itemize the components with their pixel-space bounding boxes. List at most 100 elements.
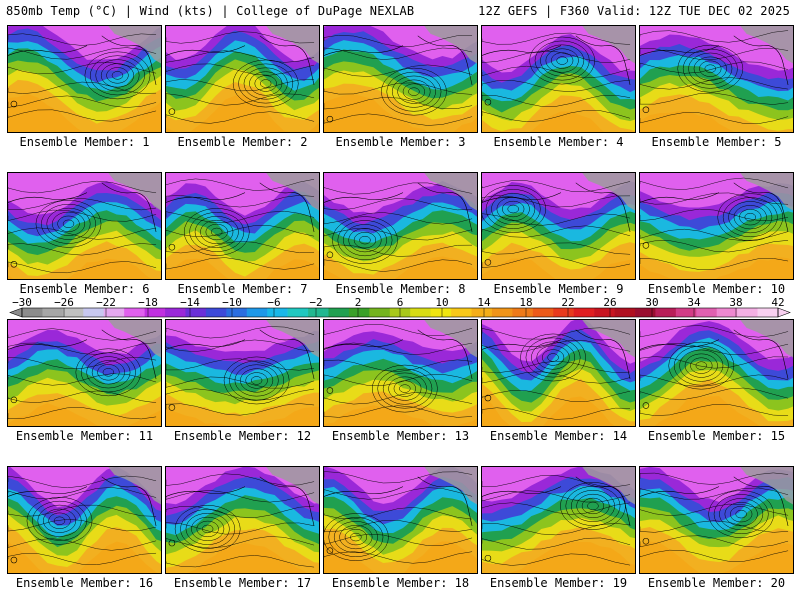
colorbar-swatch: [124, 308, 145, 317]
colorbar-tick-label: 30: [645, 296, 658, 309]
colorbar-tick-label: 42: [771, 296, 784, 309]
ensemble-member-label: Ensemble Member: 14: [489, 429, 628, 443]
ensemble-member-label: Ensemble Member: 3: [335, 135, 466, 149]
ensemble-member-18-map: [323, 466, 478, 574]
colorbar-tick-label: 26: [603, 296, 616, 309]
ensemble-member-label: Ensemble Member: 9: [493, 282, 624, 296]
colorbar-tick-label: −30: [12, 296, 32, 309]
ensemble-member-2-map: [165, 25, 320, 133]
ensemble-member-label: Ensemble Member: 20: [647, 576, 786, 590]
colorbar-swatch: [205, 308, 227, 317]
temperature-colorbar: −30 −26 −22 −18 −14 −10 −6 −2 2 6 10 14 18 22 26 30 34 38…: [9, 296, 791, 318]
colorbar-swatch: [348, 308, 370, 317]
colorbar-swatch: [471, 308, 493, 317]
ensemble-member-6-map: [7, 172, 162, 280]
ensemble-member-label: Ensemble Member: 4: [493, 135, 624, 149]
ensemble-member-12-map: [165, 319, 320, 427]
ensemble-member-19-map: [481, 466, 636, 574]
ensemble-member-17-map: [165, 466, 320, 574]
ensemble-member-label: Ensemble Member: 17: [173, 576, 312, 590]
colorbar-tick-label: 18: [519, 296, 532, 309]
colorbar-swatch: [757, 308, 779, 317]
colorbar-swatch: [103, 308, 125, 317]
ensemble-member-label: Ensemble Member: 11: [15, 429, 154, 443]
ensemble-member-label: Ensemble Member: 16: [15, 576, 154, 590]
colorbar-swatch: [491, 308, 513, 317]
colorbar-swatch: [451, 308, 472, 317]
ensemble-member-9-map: [481, 172, 636, 280]
colorbar-swatch: [165, 308, 186, 317]
colorbar-tick-label: 34: [687, 296, 701, 309]
colorbar-swatch: [22, 308, 43, 317]
colorbar-swatch: [614, 308, 636, 317]
colorbar-swatch: [410, 308, 431, 317]
colorbar-swatch: [287, 308, 309, 317]
ensemble-member-15-map: [639, 319, 794, 427]
colorbar-swatch: [655, 308, 677, 317]
colorbar-tick-label: −22: [96, 296, 116, 309]
colorbar-min-arrow: [9, 307, 23, 318]
ensemble-member-label: Ensemble Member: 1: [19, 135, 150, 149]
ensemble-member-13-map: [323, 319, 478, 427]
ensemble-member-5-map: [639, 25, 794, 133]
ensemble-member-label: Ensemble Member: 5: [651, 135, 782, 149]
ensemble-member-label: Ensemble Member: 13: [331, 429, 470, 443]
colorbar-swatch: [532, 308, 554, 317]
colorbar-tick-label: 14: [477, 296, 491, 309]
colorbar-tick-label: 38: [729, 296, 742, 309]
ensemble-member-11-map: [7, 319, 162, 427]
colorbar-swatch: [83, 308, 105, 317]
ensemble-member-label: Ensemble Member: 7: [177, 282, 308, 296]
colorbar-swatch: [512, 308, 534, 317]
colorbar-tick-label: 6: [397, 296, 404, 309]
ensemble-member-20-map: [639, 466, 794, 574]
colorbar-swatch: [267, 308, 288, 317]
colorbar-tick-label: −18: [138, 296, 158, 309]
colorbar-tick-label: −6: [267, 296, 280, 309]
colorbar-swatch: [696, 308, 717, 317]
ensemble-member-label: Ensemble Member: 6: [19, 282, 150, 296]
colorbar-tick-label: −26: [54, 296, 74, 309]
ensemble-member-14-map: [481, 319, 636, 427]
ensemble-member-8-map: [323, 172, 478, 280]
ensemble-member-label: Ensemble Member: 19: [489, 576, 628, 590]
colorbar-swatch: [430, 308, 452, 317]
colorbar-swatch: [716, 308, 738, 317]
ensemble-member-16-map: [7, 466, 162, 574]
ensemble-member-3-map: [323, 25, 478, 133]
colorbar-tick-label: 2: [355, 296, 362, 309]
ensemble-member-label: Ensemble Member: 8: [335, 282, 466, 296]
ensemble-member-7-map: [165, 172, 320, 280]
ensemble-member-label: Ensemble Member: 12: [173, 429, 312, 443]
colorbar-tick-label: −10: [222, 296, 242, 309]
ensemble-member-label: Ensemble Member: 15: [647, 429, 786, 443]
colorbar-swatch: [594, 308, 615, 317]
colorbar-swatch: [42, 308, 64, 317]
colorbar-swatch: [573, 308, 595, 317]
colorbar-tick-label: 22: [561, 296, 574, 309]
ensemble-member-label: Ensemble Member: 18: [331, 576, 470, 590]
colorbar-swatch: [634, 308, 656, 317]
chart-title: 850mb Temp (°C) | Wind (kts) | College o…: [6, 4, 415, 18]
ensemble-member-4-map: [481, 25, 636, 133]
colorbar-tick-label: −2: [309, 296, 322, 309]
colorbar-swatch: [246, 308, 268, 317]
colorbar-swatch: [185, 308, 207, 317]
colorbar-max-arrow: [777, 307, 791, 318]
colorbar-swatch: [308, 308, 329, 317]
colorbar-swatch: [226, 308, 248, 317]
colorbar-swatch: [675, 308, 697, 317]
colorbar-tick-label: 10: [435, 296, 448, 309]
run-valid-time: 12Z GEFS | F360 Valid: 12Z TUE DEC 02 20…: [478, 4, 790, 18]
ensemble-member-label: Ensemble Member: 10: [647, 282, 786, 296]
colorbar-swatch: [737, 308, 758, 317]
ensemble-member-1-map: [7, 25, 162, 133]
colorbar-swatch: [553, 308, 574, 317]
colorbar-swatch: [144, 308, 166, 317]
ensemble-member-10-map: [639, 172, 794, 280]
ensemble-member-label: Ensemble Member: 2: [177, 135, 308, 149]
colorbar-swatch: [328, 308, 350, 317]
colorbar-swatch: [369, 308, 391, 317]
colorbar-tick-label: −14: [180, 296, 200, 309]
colorbar-swatch: [62, 308, 84, 317]
